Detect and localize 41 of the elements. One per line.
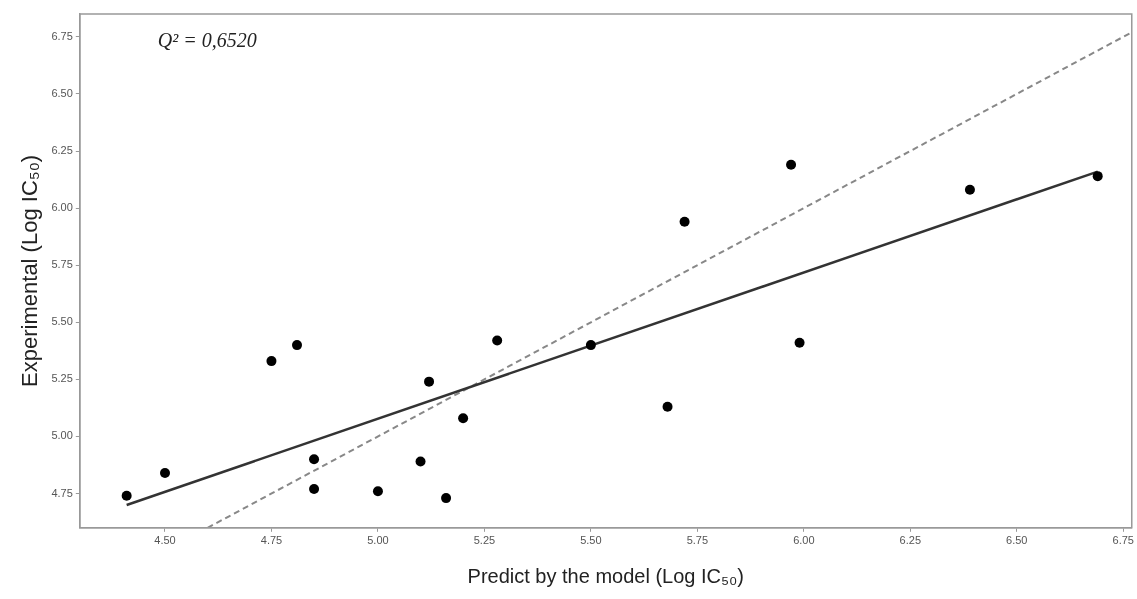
point [786,159,797,170]
y-tick-label: 6.75 [51,29,73,42]
point [679,216,690,227]
x-tick-label: 5.75 [686,534,709,547]
point [964,184,975,195]
y-tick-label: 5.50 [51,315,73,328]
point [266,356,277,367]
point [424,376,435,387]
x-tick-label: 6.50 [1006,534,1028,547]
y-tick-label: 5.25 [51,372,73,385]
point [159,468,170,478]
point [458,413,469,424]
x-tick-label: 6.25 [899,534,922,547]
point [1092,171,1103,182]
y-tick-label: 6.25 [51,144,73,157]
point [309,454,320,465]
x-tick-label: 4.50 [154,534,176,547]
point [309,483,320,494]
y-tick-label: 5.00 [51,429,73,442]
x-tick-label: 4.75 [260,534,283,547]
point [662,401,673,412]
x-tick-label: 5.25 [473,534,496,547]
point [441,493,452,504]
point [585,340,596,351]
x-tick-label: 6.00 [793,534,815,547]
y-tick-label: 5.75 [51,258,73,271]
x-tick-label: 5.50 [580,534,602,547]
y-tick-label: 4.75 [51,486,73,499]
annotation: Q² = 0,6520 [157,29,257,52]
point [492,335,503,346]
y-tick-label: 6.50 [51,86,73,99]
y-tick-label: 6.00 [51,201,73,214]
point [794,337,805,348]
y-axis-title: Experimental (Log IC₅₀) [17,154,43,387]
point [415,456,426,467]
point [372,486,383,497]
x-tick-label: 5.00 [367,534,389,547]
point [121,490,132,501]
point [292,340,303,351]
x-tick-label: 6.75 [1112,534,1134,547]
x-axis-title: Predict by the model (Log IC₅₀) [467,564,745,587]
